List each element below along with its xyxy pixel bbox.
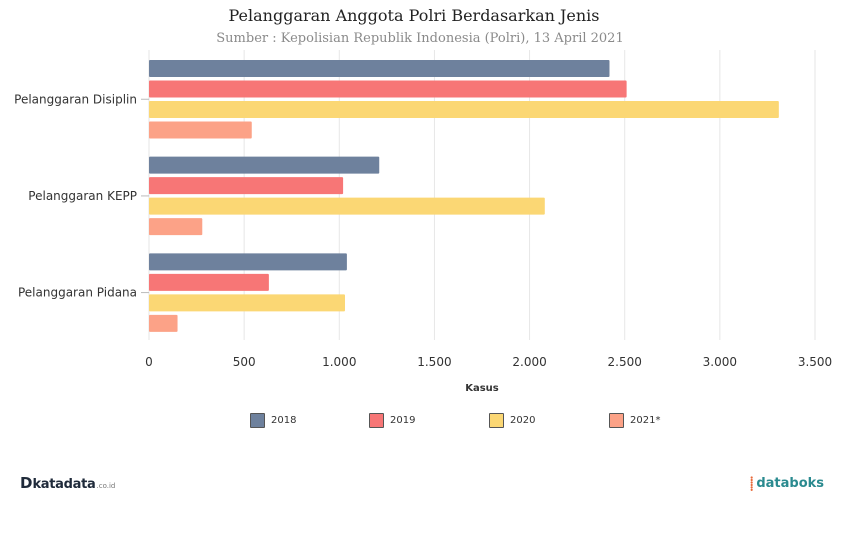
- legend-label: 2019: [390, 415, 416, 426]
- legend-label: 2020: [510, 415, 536, 426]
- bar: [149, 197, 545, 215]
- legend-item[interactable]: 2019: [369, 413, 415, 428]
- x-tick-label: 3.500: [798, 355, 832, 369]
- katadata-logo-mark: D: [20, 474, 33, 492]
- chart-title: Pelanggaran Anggota Polri Berdasarkan Je…: [228, 6, 600, 25]
- x-tick-label: 500: [233, 355, 256, 369]
- katadata-logo: D katadata .co.id: [20, 474, 115, 492]
- bar: [149, 60, 610, 77]
- x-tick-label: 2.000: [512, 355, 546, 369]
- x-tick-label: 1.000: [322, 355, 356, 369]
- legend-swatch: [369, 413, 384, 428]
- legend-label: 2018: [271, 415, 297, 426]
- legend-swatch: [489, 413, 504, 428]
- databoks-logo-name: databoks: [756, 475, 825, 491]
- katadata-logo-suffix: .co.id: [96, 482, 116, 490]
- legend-item[interactable]: 2018: [250, 413, 296, 428]
- y-category-label: Pelanggaran Pidana: [18, 286, 137, 300]
- bar: [149, 156, 380, 174]
- x-axis-label: Kasus: [465, 383, 499, 394]
- bar-chart: 0 500 1.000 1.500 2.000 2.500 3.000 3.500 Kasus P…: [14, 50, 832, 394]
- chart-subtitle: Sumber : Kepolisian Republik Indonesia (…: [216, 31, 624, 46]
- bar: [149, 80, 627, 98]
- legend-swatch: [250, 413, 265, 428]
- bar: [149, 177, 344, 195]
- legend-swatch: [609, 413, 624, 428]
- x-tick-label: 1.500: [417, 355, 451, 369]
- y-category-label: Pelanggaran Disiplin: [14, 92, 137, 106]
- legend-item[interactable]: 2020: [489, 413, 535, 428]
- x-tick-label: 2.500: [608, 355, 642, 369]
- databoks-logo-icon: ⸽: [750, 477, 754, 492]
- x-tick-label: 3.000: [703, 355, 737, 369]
- katadata-logo-name: katadata: [32, 477, 96, 492]
- bar: [149, 121, 252, 139]
- databoks-logo: ⸽ databoks: [750, 474, 825, 493]
- bar: [149, 101, 779, 118]
- legend-label: 2021*: [630, 415, 661, 426]
- y-category-label: Pelanggaran KEPP: [28, 189, 137, 203]
- x-tick-label: 0: [145, 355, 153, 369]
- bar: [149, 314, 178, 332]
- legend-item[interactable]: 2021*: [609, 413, 660, 428]
- bar: [149, 218, 203, 236]
- bar: [149, 294, 345, 312]
- bar: [149, 273, 269, 291]
- bar: [149, 253, 347, 271]
